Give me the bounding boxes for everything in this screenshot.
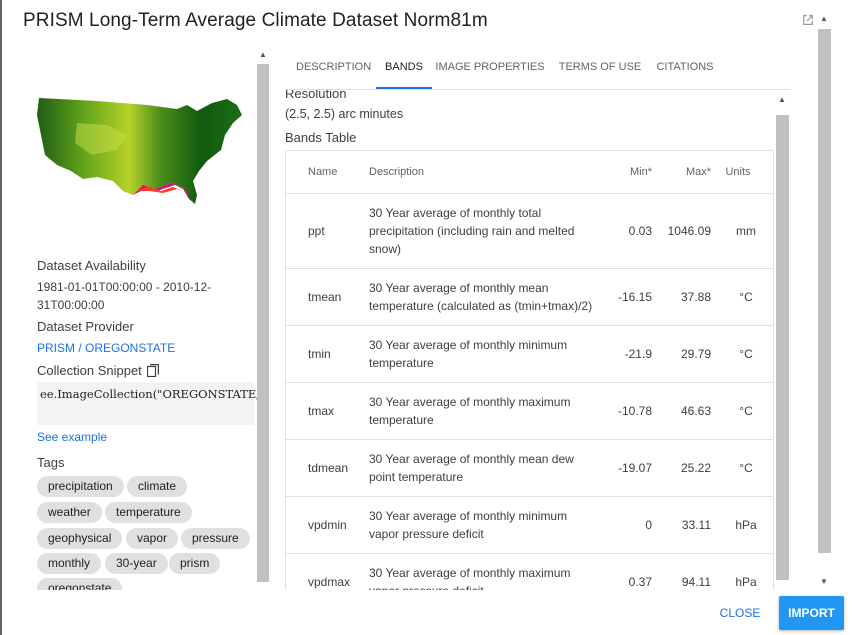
bands-table: Name Description Min* Max* Units ppt 30 …: [285, 150, 774, 590]
tag-chip[interactable]: weather: [37, 502, 102, 523]
collection-snippet-code[interactable]: ee.ImageCollection("OREGONSTATE/PRISM/No…: [37, 382, 257, 425]
tags-label: Tags: [37, 455, 65, 470]
band-min: -10.78: [617, 404, 652, 418]
band-units: mm: [736, 224, 756, 238]
tag-chip[interactable]: prism: [169, 553, 221, 574]
tab-citations[interactable]: Citations: [656, 61, 714, 73]
column-header-name: Name: [308, 166, 338, 178]
tag-chip[interactable]: 30-year: [105, 553, 168, 574]
tabs-divider: [285, 89, 790, 90]
tab-terms-of-use[interactable]: Terms of Use: [558, 61, 642, 73]
scroll-up-arrow-icon[interactable]: ▲: [778, 95, 786, 104]
band-max: 1046.09: [667, 224, 711, 238]
band-name: tdmean: [308, 461, 349, 475]
table-header-row: Name Description Min* Max* Units: [286, 151, 773, 194]
band-name: tmax: [308, 404, 335, 418]
band-min: 0.37: [628, 575, 652, 589]
table-row: vpdmax 30 Year average of monthly maximu…: [286, 554, 773, 590]
content-scrollbar[interactable]: ▲: [775, 92, 790, 588]
band-max: 37.88: [680, 290, 711, 304]
band-name: vpdmin: [308, 518, 347, 532]
band-name: tmin: [308, 347, 331, 361]
band-name: ppt: [308, 224, 325, 238]
band-min: 0: [645, 518, 652, 532]
table-row: tdmean 30 Year average of monthly mean d…: [286, 440, 773, 497]
band-description: 30 Year average of monthly mean dew poin…: [369, 452, 574, 484]
scroll-up-arrow-icon[interactable]: ▲: [259, 50, 267, 59]
band-description: 30 Year average of monthly minimum vapor…: [369, 509, 568, 541]
band-min: -19.07: [617, 461, 652, 475]
sidebar-scrollbar[interactable]: ▲: [256, 47, 270, 590]
band-min: -16.15: [617, 290, 652, 304]
dataset-thumbnail-map: [37, 98, 242, 204]
open-in-new-icon[interactable]: [801, 13, 815, 27]
band-min: 0.03: [628, 224, 652, 238]
dataset-availability-value: 1981-01-01T00:00:00 - 2010-12-31T00:00:0…: [37, 280, 212, 312]
band-max: 25.22: [680, 461, 711, 475]
copy-icon[interactable]: [146, 364, 159, 377]
band-units: °C: [739, 347, 753, 361]
table-row: vpdmin 30 Year average of monthly minimu…: [286, 497, 773, 554]
column-header-min: Min*: [629, 166, 652, 178]
band-max: 94.11: [681, 575, 711, 589]
scroll-up-arrow-icon[interactable]: ▲: [820, 14, 828, 23]
bands-table-label: Bands Table: [285, 130, 357, 145]
dataset-provider-link[interactable]: PRISM / OREGONSTATE: [37, 341, 176, 355]
import-button[interactable]: IMPORT: [779, 596, 844, 630]
band-description: 30 Year average of monthly maximum vapor…: [369, 566, 571, 590]
close-button[interactable]: CLOSE: [719, 606, 761, 620]
tag-chip[interactable]: monthly: [37, 553, 102, 574]
band-description: 30 Year average of monthly mean temperat…: [369, 281, 593, 313]
band-units: °C: [739, 290, 753, 304]
dataset-provider-label: Dataset Provider: [37, 319, 134, 334]
resolution-value: (2.5, 2.5) arc minutes: [285, 107, 404, 121]
column-header-units: Units: [725, 166, 751, 178]
tag-chip[interactable]: climate: [127, 476, 188, 497]
band-description: 30 Year average of monthly minimum tempe…: [369, 338, 568, 370]
band-name: vpdmax: [308, 575, 351, 589]
collection-snippet-heading: Collection Snippet: [37, 363, 159, 378]
band-units: hPa: [735, 575, 757, 589]
band-min: -21.9: [624, 347, 652, 361]
band-units: °C: [739, 404, 753, 418]
tag-chip[interactable]: temperature: [105, 502, 192, 523]
dataset-sidebar: Dataset Availability 1981-01-01T00:00:00…: [37, 45, 257, 590]
table-row: ppt 30 Year average of monthly total pre…: [286, 194, 773, 269]
band-max: 29.79: [680, 347, 711, 361]
table-row: tmax 30 Year average of monthly maximum …: [286, 383, 773, 440]
dataset-availability-label: Dataset Availability: [37, 258, 146, 273]
tag-chip[interactable]: geophysical: [37, 528, 123, 549]
bands-panel: Resolution (2.5, 2.5) arc minutes Bands …: [285, 90, 775, 590]
see-example-link[interactable]: See example: [37, 430, 108, 444]
tag-chip[interactable]: pressure: [181, 528, 250, 549]
tab-description[interactable]: Description: [296, 61, 372, 73]
scrollbar-thumb[interactable]: [257, 64, 269, 582]
scrollbar-thumb[interactable]: [818, 29, 831, 553]
table-row: tmin 30 Year average of monthly minimum …: [286, 326, 773, 383]
tag-chip[interactable]: vapor: [126, 528, 179, 549]
table-row: tmean 30 Year average of monthly mean te…: [286, 269, 773, 326]
tab-bands[interactable]: Bands: [376, 48, 432, 89]
tag-chip[interactable]: precipitation: [37, 476, 124, 497]
band-units: °C: [739, 461, 753, 475]
resolution-label: Resolution: [285, 90, 347, 101]
column-header-max: Max*: [685, 166, 711, 178]
band-max: 33.11: [681, 518, 711, 532]
window-edge: [0, 0, 2, 635]
dialog-scrollbar[interactable]: ▲ ▼: [817, 12, 832, 588]
scroll-down-arrow-icon[interactable]: ▼: [820, 577, 828, 586]
band-max: 46.63: [680, 404, 711, 418]
band-description: 30 Year average of monthly total precipi…: [369, 206, 575, 256]
dialog-title: PRISM Long-Term Average Climate Dataset …: [23, 10, 488, 31]
scrollbar-thumb[interactable]: [776, 115, 789, 580]
band-description: 30 Year average of monthly maximum tempe…: [369, 395, 571, 427]
tab-image-properties[interactable]: Image Properties: [435, 61, 545, 73]
band-name: tmean: [308, 290, 342, 304]
column-header-description: Description: [369, 166, 425, 178]
band-units: hPa: [735, 518, 757, 532]
tag-chip[interactable]: oregonstate: [37, 578, 123, 590]
collection-snippet-label: Collection Snippet: [37, 363, 142, 378]
